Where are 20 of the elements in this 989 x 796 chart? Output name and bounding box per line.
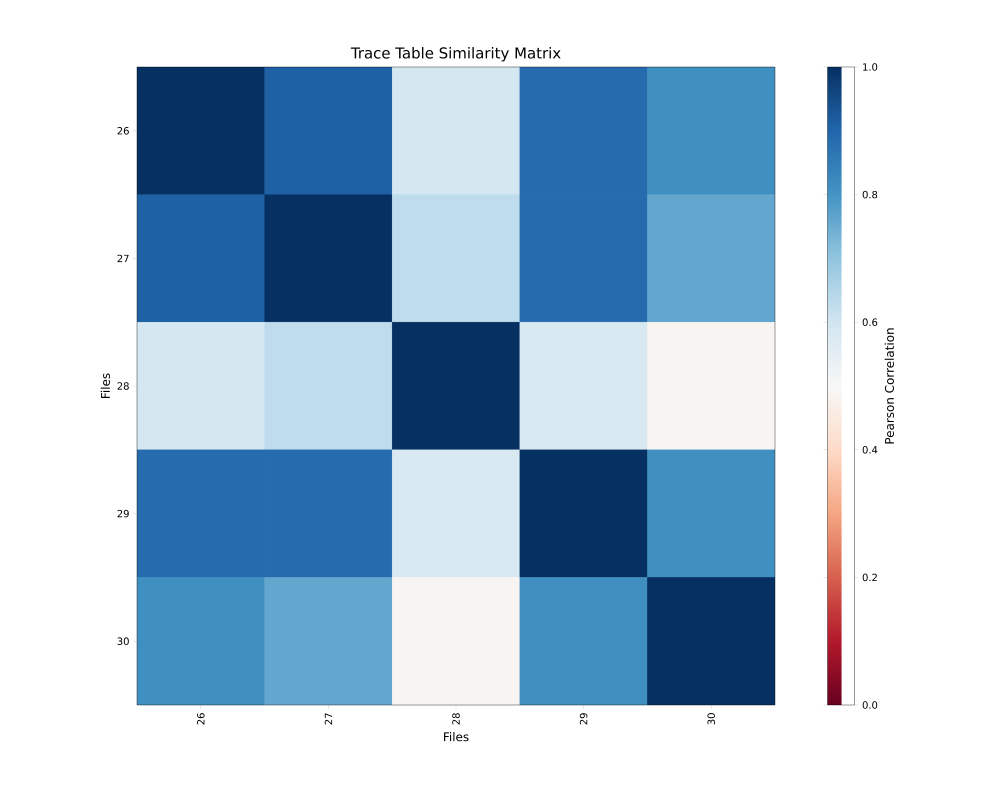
y-tick-label: 26: [118, 127, 129, 135]
x-tick-label: 26: [197, 713, 205, 724]
x-tick-label: 28: [452, 713, 460, 724]
chart-title: Trace Table Similarity Matrix: [350, 47, 561, 62]
color-bar-label: 0.4: [862, 446, 878, 454]
y-tick-label: 29: [118, 510, 129, 518]
x-tick-label: 27: [324, 713, 332, 724]
color-bar-label: 0.6: [862, 318, 878, 326]
x-tick-label: 30: [707, 713, 715, 724]
y-tick-label: 30: [118, 637, 129, 645]
color-bar-label: 0.2: [862, 574, 877, 582]
color-bar-label: 0.0: [862, 701, 878, 709]
x-axis-title: Files: [444, 732, 469, 742]
y-axis-title: Files: [100, 373, 110, 398]
color-bar-title: Pearson Correlation: [884, 328, 894, 444]
y-tick-label: 27: [118, 254, 129, 262]
color-bar-label: 1.0: [863, 63, 878, 71]
y-tick-label: 28: [118, 382, 129, 390]
color-bar-label: 0.8: [862, 190, 878, 198]
x-tick-label: 29: [580, 713, 588, 724]
